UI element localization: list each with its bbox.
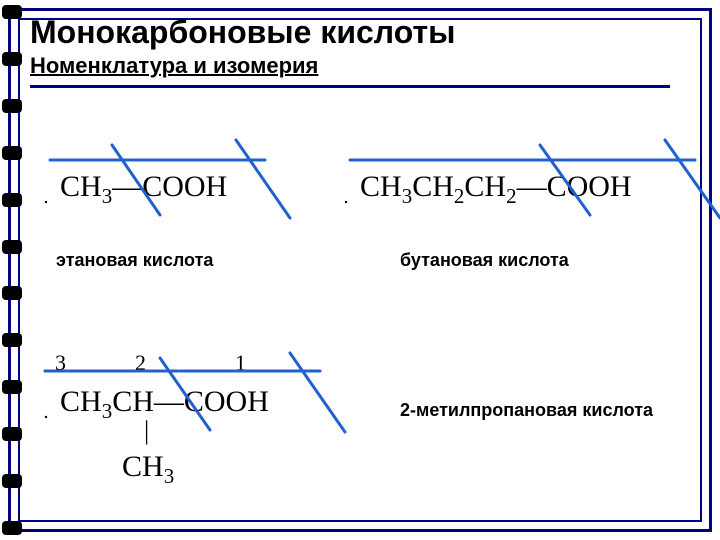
compound-formula: CH3CH2CH2—COOH (360, 170, 632, 209)
binder-hole (2, 99, 22, 113)
slide-content: Монокарбоновые кислоты Номенклатура и из… (30, 14, 680, 88)
title-rule (30, 85, 670, 88)
binder-holes (0, 0, 24, 540)
compound-name: этановая кислота (56, 250, 213, 271)
binder-hole (2, 380, 22, 394)
binder-hole (2, 286, 22, 300)
compound-formula: CH3—COOH (60, 170, 227, 209)
slide-title: Монокарбоновые кислоты (30, 14, 680, 51)
slide-subtitle: Номенклатура и изомерия (30, 53, 680, 79)
carbon-number: 3 (55, 350, 66, 376)
bond-vertical: | (144, 416, 149, 446)
binder-hole (2, 427, 22, 441)
compound-name: бутановая кислота (400, 250, 569, 271)
binder-hole (2, 474, 22, 488)
binder-hole (2, 52, 22, 66)
binder-hole (2, 333, 22, 347)
compound-name: 2-метилпропановая кислота (400, 400, 653, 421)
binder-hole (2, 521, 22, 535)
carbon-number: 2 (135, 350, 146, 376)
binder-hole (2, 193, 22, 207)
carbon-number: 1 (235, 350, 246, 376)
compound-formula: CH3CH—COOH (60, 385, 269, 424)
compound-branch: CH3 (122, 450, 174, 489)
binder-hole (2, 240, 22, 254)
binder-hole (2, 146, 22, 160)
binder-hole (2, 5, 22, 19)
